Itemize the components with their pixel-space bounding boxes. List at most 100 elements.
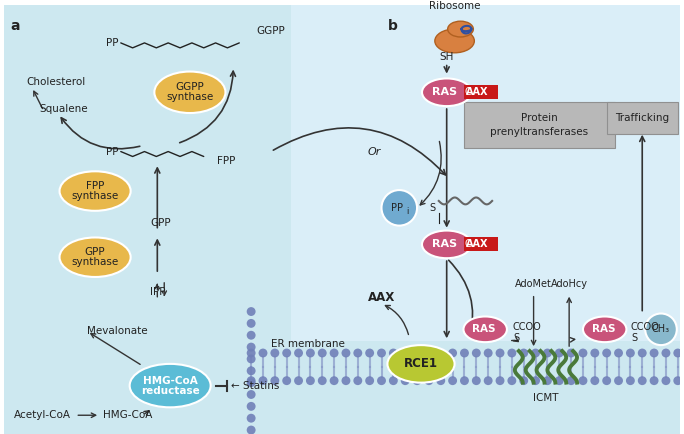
FancyBboxPatch shape: [464, 102, 615, 148]
Text: S: S: [631, 333, 637, 343]
Text: GGPP: GGPP: [176, 82, 205, 92]
Ellipse shape: [60, 237, 131, 277]
Text: GPP: GPP: [85, 247, 105, 257]
Circle shape: [377, 376, 386, 385]
Ellipse shape: [422, 230, 471, 258]
Circle shape: [294, 349, 303, 358]
Text: AdoMet: AdoMet: [515, 279, 552, 289]
Circle shape: [306, 349, 315, 358]
Ellipse shape: [155, 72, 226, 113]
Circle shape: [645, 313, 676, 345]
Circle shape: [306, 376, 315, 385]
Circle shape: [425, 376, 434, 385]
Text: S: S: [430, 203, 436, 213]
Circle shape: [602, 376, 611, 385]
Ellipse shape: [447, 21, 473, 37]
FancyBboxPatch shape: [607, 102, 678, 134]
Text: FPP: FPP: [86, 181, 104, 191]
Circle shape: [247, 390, 256, 399]
Text: ICMT: ICMT: [533, 392, 558, 402]
Circle shape: [412, 376, 421, 385]
Text: i: i: [406, 207, 408, 216]
Circle shape: [673, 349, 682, 358]
Circle shape: [341, 376, 350, 385]
Text: FPP: FPP: [217, 156, 235, 166]
Circle shape: [382, 190, 417, 226]
Text: GGPP: GGPP: [256, 26, 285, 36]
Ellipse shape: [464, 316, 507, 342]
Circle shape: [579, 349, 588, 358]
Circle shape: [259, 349, 267, 358]
Text: AAX: AAX: [466, 240, 488, 250]
Text: C: C: [464, 240, 471, 250]
Text: prenyltransferases: prenyltransferases: [490, 127, 589, 137]
Circle shape: [412, 349, 421, 358]
Circle shape: [247, 343, 256, 352]
Circle shape: [673, 376, 682, 385]
Circle shape: [472, 349, 481, 358]
Circle shape: [590, 349, 599, 358]
Ellipse shape: [435, 29, 474, 53]
Ellipse shape: [60, 171, 131, 211]
Circle shape: [270, 376, 279, 385]
Text: HMG-CoA: HMG-CoA: [143, 376, 198, 386]
Text: RAS: RAS: [432, 240, 458, 250]
Circle shape: [330, 376, 339, 385]
Text: RAS: RAS: [473, 324, 496, 334]
Circle shape: [318, 376, 327, 385]
Ellipse shape: [583, 316, 627, 342]
Circle shape: [650, 349, 659, 358]
Circle shape: [448, 349, 457, 358]
Text: CH₃: CH₃: [652, 324, 670, 334]
Circle shape: [508, 376, 516, 385]
Text: ER membrane: ER membrane: [271, 339, 345, 349]
Circle shape: [247, 366, 256, 375]
Circle shape: [626, 376, 635, 385]
Circle shape: [650, 376, 659, 385]
Circle shape: [566, 349, 575, 358]
Circle shape: [247, 414, 256, 423]
Circle shape: [661, 349, 670, 358]
Circle shape: [555, 376, 564, 385]
Circle shape: [341, 349, 350, 358]
Circle shape: [543, 376, 552, 385]
Text: Ribosome: Ribosome: [429, 1, 480, 11]
Text: PP: PP: [391, 203, 404, 213]
Circle shape: [566, 376, 575, 385]
Circle shape: [448, 376, 457, 385]
Circle shape: [401, 349, 410, 358]
Circle shape: [354, 349, 363, 358]
Circle shape: [247, 402, 256, 411]
Text: a: a: [10, 19, 20, 33]
Text: IPP: IPP: [150, 287, 166, 297]
Circle shape: [555, 349, 564, 358]
Text: Acetyl-CoA: Acetyl-CoA: [14, 410, 71, 420]
Text: AAX: AAX: [368, 291, 395, 304]
Circle shape: [602, 349, 611, 358]
Circle shape: [496, 376, 505, 385]
Circle shape: [389, 376, 398, 385]
Circle shape: [590, 376, 599, 385]
Text: RAS: RAS: [592, 324, 616, 334]
Circle shape: [637, 349, 646, 358]
Circle shape: [472, 376, 481, 385]
Circle shape: [365, 376, 374, 385]
Text: CCOO: CCOO: [631, 322, 659, 332]
Text: SH: SH: [440, 52, 454, 62]
Circle shape: [259, 376, 267, 385]
Ellipse shape: [130, 364, 211, 408]
Circle shape: [508, 349, 516, 358]
Text: C: C: [464, 87, 471, 97]
Circle shape: [519, 349, 528, 358]
Text: synthase: synthase: [166, 92, 213, 102]
Text: reductase: reductase: [141, 385, 200, 395]
Text: Squalene: Squalene: [40, 104, 88, 114]
Text: Cholesterol: Cholesterol: [26, 77, 86, 87]
Text: HMG-CoA: HMG-CoA: [103, 410, 153, 420]
Circle shape: [626, 349, 635, 358]
Text: Protein: Protein: [521, 113, 558, 123]
Text: AdoHcy: AdoHcy: [551, 279, 588, 289]
Circle shape: [460, 349, 469, 358]
Circle shape: [436, 349, 445, 358]
Circle shape: [460, 376, 469, 385]
